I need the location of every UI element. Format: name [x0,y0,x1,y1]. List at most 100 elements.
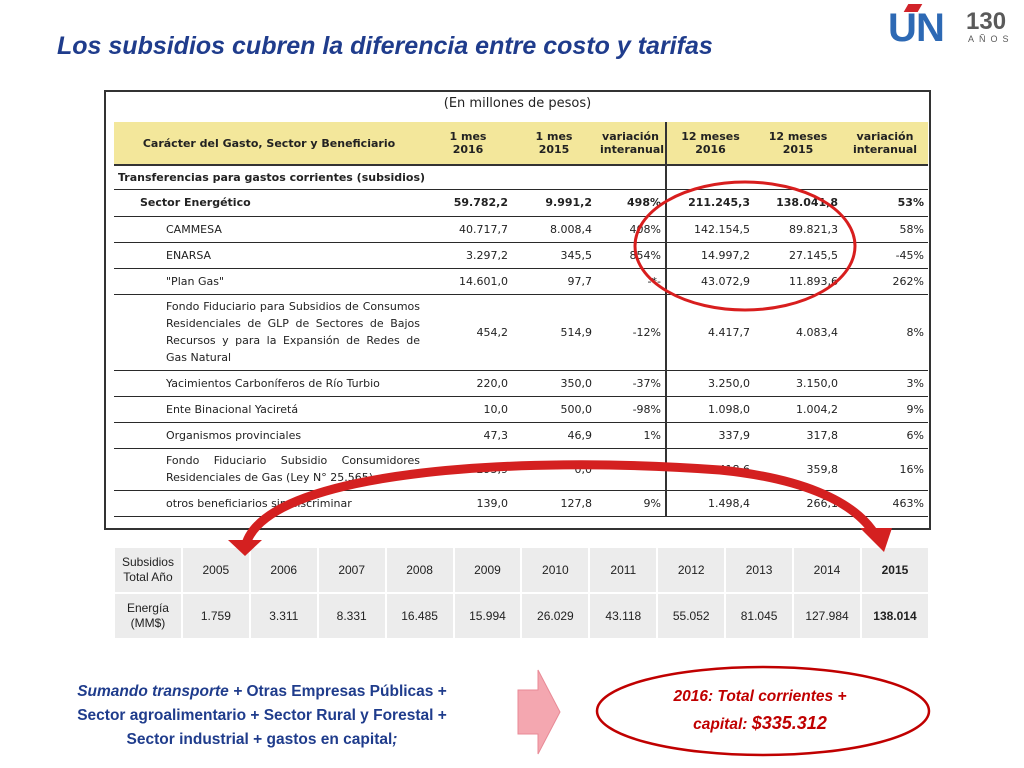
arrow-head-right [860,528,892,552]
uner-130-logo: U N 130 AÑOS [888,4,1020,50]
subsidies-table-image: (En millones de pesos) Carácter del Gast… [104,90,931,530]
cell: 59.782,2 [424,189,512,217]
red-arc-arrow [240,460,877,553]
value-cell: 8.331 [318,594,385,638]
cell: 345,5 [512,242,596,269]
cell: 8.008,4 [512,216,596,243]
cell: 262% [842,268,928,295]
cell: 46,9 [512,422,596,449]
logo-letter-n: N [916,6,945,50]
logo-subtitle: AÑOS [968,34,1014,44]
cell: -98% [596,396,666,423]
yearly-subsidies-table: Subsidios Total Año 2005 2006 2007 2008 … [113,546,930,640]
year-cell: 2013 [726,548,793,592]
table-row: Organismos provinciales 47,3 46,9 1% 337… [114,422,928,449]
cell: 1.098,0 [665,396,754,423]
row-label: Fondo Fiduciario para Subsidios de Consu… [114,294,424,371]
value-cell: 127.984 [794,594,860,638]
cell: 1.004,2 [754,396,842,423]
year-cell: 2008 [386,548,453,592]
table-unit-caption: (En millones de pesos) [443,96,592,111]
cell: 16% [842,448,928,491]
cell: 3.250,0 [665,370,754,397]
value-cell: 16.485 [386,594,453,638]
row-label: Ente Binacional Yaciretá [114,396,424,423]
cell: 3.150,0 [754,370,842,397]
table-row: Yacimientos Carboníferos de Río Turbio 2… [114,370,928,397]
note-italic: Sumando transporte + [77,683,243,700]
table-row: "Plan Gas" 14.601,0 97,7 -*- 43.072,9 11… [114,268,928,295]
logo-number: 130 [966,8,1007,35]
row-label: Sector Energético [114,189,424,217]
row-label: CAMMESA [114,216,424,243]
cell: 9% [596,490,666,517]
cell: 350,0 [512,370,596,397]
table-row: CAMMESA 40.717,7 8.008,4 408% 142.154,5 … [114,216,928,243]
arrow-head-left [228,540,262,556]
header-concept: Carácter del Gasto, Sector y Beneficiari… [114,122,424,166]
value-cell: 43.118 [590,594,657,638]
table-row: Sector Energético 59.782,2 9.991,2 498% … [114,189,928,217]
year-cell-highlight: 2015 [861,548,928,592]
table-header-row: Carácter del Gasto, Sector y Beneficiari… [114,122,928,166]
year-cell: 2007 [318,548,385,592]
section-row: Transferencias para gastos corrientes (s… [114,165,928,190]
cell: 220,0 [424,370,512,397]
cell: 142.154,5 [665,216,754,243]
callout-ellipse [595,665,931,757]
value-cell: 15.994 [454,594,521,638]
cell: 89.821,3 [754,216,842,243]
cell: 1.498,4 [665,490,754,517]
value-cell: 1.759 [182,594,249,638]
cell: 139,0 [424,490,512,517]
cell: 14.601,0 [424,268,512,295]
cell: 10,0 [424,396,512,423]
cell: 1% [596,422,666,449]
cell: 3% [842,370,928,397]
note-end: ; [392,731,398,748]
value-cell: 55.052 [658,594,725,638]
header-1mes-2015: 1 mes 2015 [512,122,596,166]
table-row: Ente Binacional Yaciretá 10,0 500,0 -98%… [114,396,928,423]
cell: 6% [842,422,928,449]
year-cell: 2014 [794,548,860,592]
years-row: Subsidios Total Año 2005 2006 2007 2008 … [115,548,928,592]
cell: 4.083,4 [754,294,842,371]
section-label: Transferencias para gastos corrientes (s… [114,165,666,190]
cell: 3.297,2 [424,242,512,269]
row-label: "Plan Gas" [114,268,424,295]
cell: 53% [842,189,928,217]
cell: 127,8 [512,490,596,517]
summary-note: Sumando transporte + Otras Empresas Públ… [52,680,472,752]
cell: 40.717,7 [424,216,512,243]
year-cell: 2005 [182,548,249,592]
callout-amount: $335.312 [751,713,827,733]
logo-letter-u: U [888,6,917,50]
values-row: Energía (MM$) 1.759 3.311 8.331 16.485 1… [115,594,928,638]
page-title: Los subsidios cubren la diferencia entre… [57,32,713,60]
value-cell-highlight: 138.014 [861,594,928,638]
table-row: otros beneficiarios sin discriminar 139,… [114,490,928,517]
year-cell: 2009 [454,548,521,592]
cell: 27.145,5 [754,242,842,269]
value-cell: 3.311 [250,594,317,638]
cell: 317,8 [754,422,842,449]
cell: 514,9 [512,294,596,371]
callout-label: capital: [693,716,752,733]
year-cell: 2012 [658,548,725,592]
values-row-label: Energía (MM$) [115,594,181,638]
value-cell: 26.029 [522,594,589,638]
years-row-label: Subsidios Total Año [115,548,181,592]
cell: 498% [596,189,666,217]
callout-line1: 2016: Total corrientes + [673,688,847,705]
cell: 47,3 [424,422,512,449]
highlight-ellipse [633,180,857,312]
row-label: Organismos provinciales [114,422,424,449]
year-cell: 2011 [590,548,657,592]
table-row: ENARSA 3.297,2 345,5 854% 14.997,2 27.14… [114,242,928,269]
cell: 9.991,2 [512,189,596,217]
cell: 454,2 [424,294,512,371]
cell: -12% [596,294,666,371]
year-cell: 2010 [522,548,589,592]
